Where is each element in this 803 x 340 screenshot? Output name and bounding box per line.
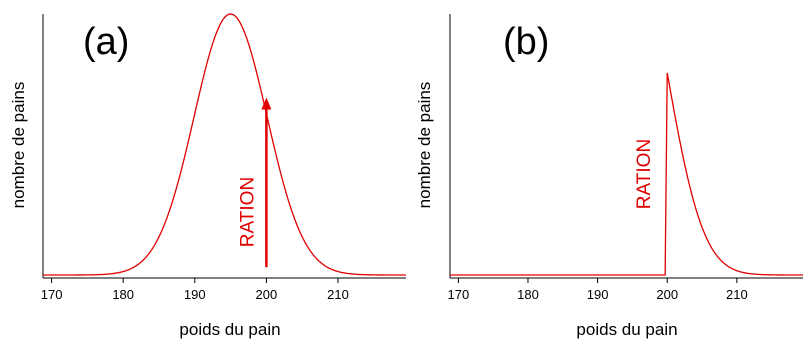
x-tick-label: 200 — [256, 287, 278, 302]
panel-b-label: (b) — [503, 21, 549, 63]
panel-a: 170 180 190 200 210 RATION (a) poids du pain… — [9, 13, 406, 339]
panel-a-y-axis-label: nombre de pains — [9, 82, 28, 209]
panel-b-y-axis-label: nombre de pains — [415, 82, 434, 209]
x-tick-label: 210 — [726, 287, 748, 302]
x-tick-label: 190 — [587, 287, 609, 302]
x-tick-label: 170 — [448, 287, 470, 302]
panel-a-x-axis-label: poids du pain — [179, 320, 280, 339]
panel-a-x-ticks: 170 180 190 200 210 — [41, 278, 349, 302]
x-tick-label: 180 — [112, 287, 134, 302]
x-tick-label: 190 — [184, 287, 206, 302]
x-tick-label: 180 — [517, 287, 539, 302]
panel-a-series-line — [43, 13, 406, 276]
x-tick-label: 200 — [656, 287, 678, 302]
panel-a-label: (a) — [83, 21, 129, 63]
panel-b: 170 180 190 200 210 RATION (b) poids du pain… — [415, 14, 803, 339]
panel-b-x-axis-label: poids du pain — [576, 320, 677, 339]
panel-b-ration-label: RATION — [634, 139, 655, 209]
ration-arrow-head — [261, 97, 272, 110]
panel-a-ration-label: RATION — [237, 177, 258, 247]
x-tick-label: 170 — [41, 287, 63, 302]
panel-b-x-ticks: 170 180 190 200 210 — [448, 278, 748, 302]
panel-b-series-line — [450, 72, 803, 276]
x-tick-label: 210 — [327, 287, 349, 302]
